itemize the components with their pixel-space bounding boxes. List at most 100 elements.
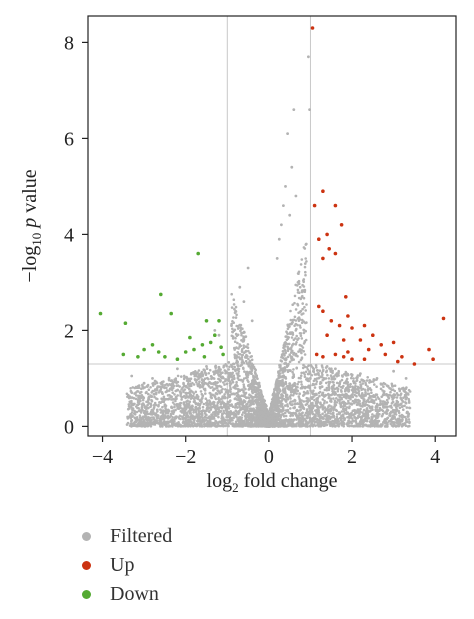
- filtered-point: [196, 416, 199, 420]
- filtered-point: [315, 393, 318, 397]
- filtered-point: [329, 421, 333, 424]
- filtered-point: [242, 383, 245, 386]
- filtered-point: [188, 400, 192, 404]
- filtered-point: [338, 382, 342, 385]
- filtered-point: [228, 371, 232, 375]
- filtered-point: [367, 404, 371, 408]
- filtered-point: [195, 413, 199, 416]
- filtered-point: [224, 378, 228, 381]
- filtered-point: [306, 377, 310, 381]
- filtered-point: [347, 385, 351, 389]
- filtered-point: [284, 335, 288, 338]
- filtered-point: [229, 399, 232, 402]
- filtered-point: [408, 424, 411, 428]
- filtered-point: [296, 302, 299, 306]
- filtered-point: [235, 313, 238, 317]
- filtered-point: [160, 409, 164, 413]
- filtered-point: [209, 394, 213, 398]
- filtered-point: [240, 388, 243, 392]
- filtered-point: [314, 382, 318, 386]
- filtered-point: [230, 392, 233, 396]
- filtered-point: [149, 386, 152, 389]
- filtered-point: [398, 406, 402, 410]
- filtered-point: [209, 402, 213, 405]
- filtered-point: [236, 341, 239, 345]
- filtered-point: [350, 376, 353, 380]
- filtered-point: [240, 378, 243, 382]
- filtered-point: [263, 404, 266, 408]
- filtered-point: [302, 400, 306, 403]
- filtered-point: [325, 369, 329, 373]
- filtered-point: [203, 389, 207, 392]
- filtered-point: [372, 394, 375, 397]
- filtered-point: [222, 409, 225, 413]
- filtered-point: [332, 420, 335, 423]
- filtered-point: [242, 330, 246, 334]
- filtered-point: [274, 399, 278, 402]
- filtered-point: [216, 412, 220, 416]
- filtered-point: [404, 401, 407, 404]
- filtered-point: [150, 391, 153, 394]
- filtered-point: [401, 414, 405, 418]
- filtered-point: [380, 395, 384, 399]
- filtered-point: [259, 410, 262, 414]
- filtered-point: [186, 399, 189, 403]
- filtered-point: [301, 283, 304, 287]
- filtered-point: [370, 406, 374, 409]
- filtered-point: [385, 398, 389, 402]
- filtered-point: [289, 407, 292, 410]
- filtered-point: [302, 331, 306, 335]
- filtered-point: [314, 364, 318, 367]
- filtered-point: [133, 413, 137, 416]
- filtered-point: [246, 343, 250, 346]
- filtered-point: [228, 403, 231, 407]
- filtered-point: [140, 407, 144, 411]
- filtered-point: [140, 387, 143, 391]
- filtered-point: [247, 396, 251, 400]
- filtered-point: [174, 397, 177, 401]
- filtered-point: [151, 384, 155, 387]
- filtered-point: [207, 377, 210, 381]
- filtered-point: [275, 424, 278, 428]
- filtered-point: [137, 384, 141, 387]
- filtered-point: [348, 424, 351, 428]
- filtered-point: [338, 422, 342, 425]
- filtered-point: [299, 376, 302, 380]
- filtered-point: [271, 399, 275, 402]
- filtered-point: [281, 378, 284, 382]
- filtered-point: [223, 418, 226, 421]
- filtered-point: [239, 364, 242, 368]
- filtered-point: [348, 417, 351, 420]
- filtered-point: [240, 333, 243, 337]
- filtered-point: [299, 309, 303, 313]
- filtered-point: [237, 356, 241, 359]
- filtered-point: [282, 346, 285, 350]
- filtered-point: [322, 368, 325, 372]
- filtered-point: [151, 382, 154, 385]
- filtered-point: [368, 394, 372, 398]
- filtered-point: [166, 384, 170, 387]
- filtered-point: [285, 365, 289, 369]
- filtered-point: [128, 395, 132, 398]
- filtered-point: [255, 406, 258, 409]
- filtered-point: [379, 387, 383, 391]
- filtered-point: [235, 354, 238, 357]
- filtered-point: [235, 394, 239, 398]
- filtered-point: [339, 405, 343, 409]
- filtered-point: [315, 380, 319, 383]
- filtered-point: [372, 378, 376, 381]
- filtered-point: [239, 398, 243, 401]
- filtered-point: [235, 398, 239, 401]
- filtered-point: [145, 405, 148, 409]
- filtered-point: [302, 328, 306, 332]
- filtered-point: [166, 410, 169, 413]
- filtered-point: [335, 397, 338, 400]
- filtered-point: [173, 393, 176, 396]
- filtered-point: [217, 365, 220, 369]
- filtered-point: [174, 379, 178, 382]
- filtered-point: [359, 386, 363, 390]
- filtered-point: [321, 417, 324, 420]
- filtered-point: [140, 390, 143, 394]
- filtered-point: [247, 357, 250, 361]
